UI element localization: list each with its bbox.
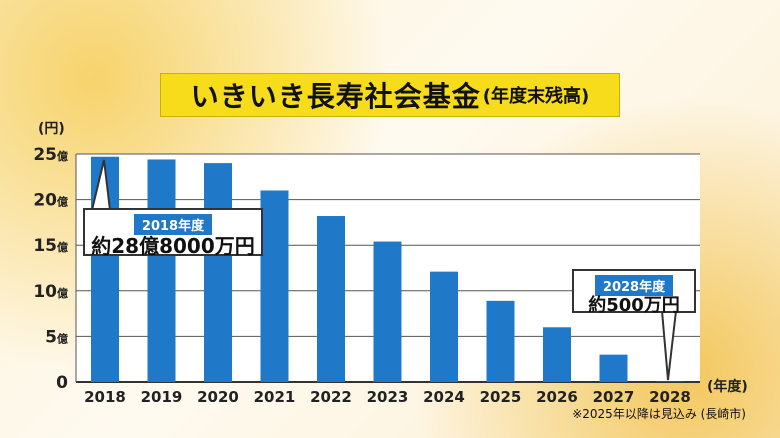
callout-2028: 2028年度 約500万円 — [572, 269, 696, 316]
bar-2021 — [260, 190, 289, 382]
x-tick-label: 2020 — [197, 388, 239, 406]
bar-2020 — [204, 163, 232, 382]
x-tick-label: 2024 — [423, 388, 465, 406]
title-main: いきいき長寿社会基金 — [190, 80, 481, 113]
callout-2018: 2018年度 約28億8000万円 — [83, 208, 263, 258]
x-unit-label: (年度) — [707, 379, 748, 395]
x-tick-label: 2025 — [480, 388, 522, 406]
bar-2027 — [599, 354, 628, 382]
bar-2025 — [486, 300, 515, 382]
bar-2026 — [543, 327, 571, 382]
y-tick-label: 5億 — [45, 327, 68, 347]
x-tick-label: 2028 — [649, 388, 691, 406]
y-tick-label: 20億 — [33, 191, 68, 211]
x-tick-label: 2027 — [593, 388, 635, 406]
x-tick-label: 2019 — [141, 388, 183, 406]
callout-2018-tag: 2018年度 — [133, 214, 213, 235]
callout-2028-tag: 2028年度 — [594, 275, 674, 296]
x-tick-label: 2021 — [254, 388, 296, 406]
x-tick-label: 2022 — [310, 388, 352, 406]
y-tick-label: 10億 — [33, 282, 68, 302]
y-tick-label: 25億 — [33, 145, 68, 165]
x-tick-label: 2018 — [84, 388, 126, 406]
bar-2024 — [430, 271, 458, 382]
bar-2022 — [317, 216, 345, 382]
chart-title: いきいき長寿社会基金 (年度末残高) — [160, 73, 620, 117]
footnote: ※2025年以降は見込み (長崎市) — [572, 407, 746, 421]
title-sub: (年度末残高) — [482, 86, 590, 107]
y-unit-label: (円) — [38, 121, 65, 137]
callout-2018-value: 約28億8000万円 — [91, 234, 255, 258]
x-tick-label: 2026 — [536, 388, 578, 406]
y-tick-label: 0 — [56, 373, 68, 393]
bar-2019 — [147, 159, 176, 382]
y-tick-label: 15億 — [33, 236, 68, 256]
callout-2028-value: 約500万円 — [588, 295, 680, 316]
bar-2023 — [373, 241, 402, 382]
x-tick-label: 2023 — [367, 388, 409, 406]
